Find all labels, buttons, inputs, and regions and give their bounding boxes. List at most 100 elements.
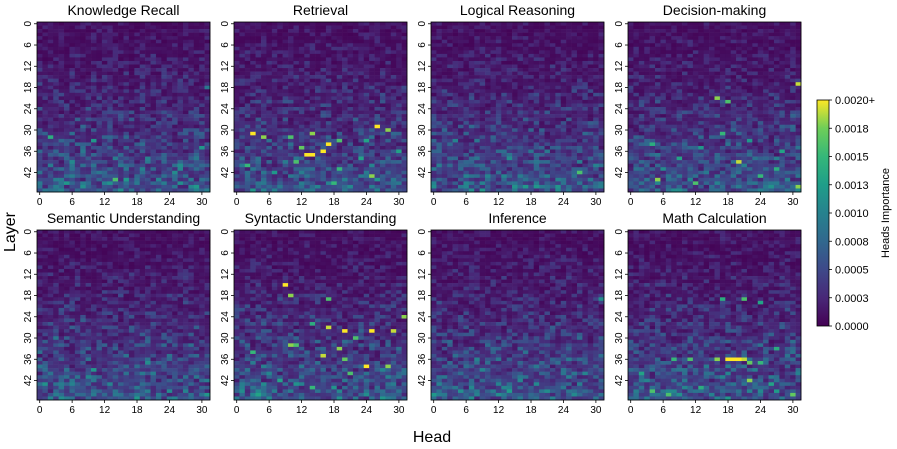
heatmap-cell <box>512 142 518 147</box>
heatmap-cell <box>74 156 81 161</box>
heatmap-cell <box>539 153 545 157</box>
heatmap-cell <box>458 167 464 172</box>
heatmap-cell <box>177 68 184 72</box>
heatmap-cell <box>172 110 178 115</box>
heatmap-cell <box>37 174 43 179</box>
heatmap-cell <box>528 46 535 51</box>
heatmap-cell <box>768 43 775 48</box>
heatmap-cell <box>638 43 645 48</box>
heatmap-cell <box>288 96 294 101</box>
heatmap-cell <box>501 85 507 90</box>
heatmap-cell <box>463 92 470 97</box>
heatmap-cell <box>69 50 76 55</box>
heatmap-cell <box>182 188 189 193</box>
heatmap-cell <box>47 60 54 65</box>
heatmap-cell <box>458 43 464 48</box>
heatmap-cell <box>555 160 562 164</box>
heatmap-cell <box>779 36 786 41</box>
heatmap-cell <box>593 135 599 140</box>
heatmap-cell <box>463 89 470 94</box>
heatmap-cell <box>309 117 316 122</box>
heatmap-cell <box>506 75 513 79</box>
heatmap-cell <box>485 184 491 189</box>
heatmap-cell <box>566 89 572 94</box>
heatmap-cell <box>374 103 381 108</box>
heatmap-cell <box>539 121 545 126</box>
heatmap-cell <box>161 60 168 65</box>
heatmap-cell <box>244 184 251 189</box>
heatmap-cell <box>773 50 780 55</box>
heatmap-cell <box>665 22 672 26</box>
heatmap-cell <box>47 82 54 87</box>
heatmap-cell <box>107 174 113 179</box>
heatmap-cell <box>304 138 310 143</box>
heatmap-cell <box>166 142 173 147</box>
heatmap-cell <box>582 145 589 150</box>
heatmap-cell <box>250 57 256 62</box>
heatmap-cell <box>544 163 551 168</box>
heatmap-cell <box>506 96 513 101</box>
heatmap-cell <box>396 184 402 189</box>
heatmap-cell <box>74 149 81 154</box>
heatmap-cell <box>277 153 283 157</box>
heatmap-cell <box>544 107 551 111</box>
heatmap-cell <box>633 22 640 26</box>
heatmap-cell <box>441 103 448 108</box>
heatmap-cell <box>582 39 589 44</box>
heatmap-cell <box>80 174 86 179</box>
heatmap-cell <box>177 124 184 129</box>
heatmap-cell <box>244 32 251 37</box>
heatmap-cell <box>539 68 545 72</box>
heatmap-cell <box>431 53 437 58</box>
heatmap-cell <box>320 85 327 90</box>
heatmap-cell <box>58 160 65 164</box>
heatmap-cell <box>379 121 386 126</box>
heatmap-cell <box>234 156 240 161</box>
heatmap-cell <box>436 96 443 101</box>
heatmap-cell <box>234 117 240 122</box>
heatmap-cell <box>266 114 273 118</box>
heatmap-cell <box>244 138 251 143</box>
heatmap-cell <box>266 156 273 161</box>
heatmap-cell <box>458 32 464 37</box>
heatmap-cell <box>150 22 157 26</box>
heatmap-cell <box>53 114 59 118</box>
heatmap-cell <box>42 50 49 55</box>
heatmap-cell <box>315 124 321 129</box>
heatmap-cell <box>342 22 348 26</box>
heatmap-cell <box>374 32 381 37</box>
heatmap-cell <box>490 82 497 87</box>
heatmap-cell <box>374 107 381 111</box>
heatmap-cell <box>288 99 294 104</box>
heatmap-cell <box>112 160 119 164</box>
heatmap-cell <box>582 53 589 58</box>
heatmap-cell <box>261 117 267 122</box>
heatmap-cell <box>363 188 370 193</box>
heatmap-cell <box>474 110 480 115</box>
heatmap-cell <box>320 99 327 104</box>
heatmap-cell <box>80 117 86 122</box>
heatmap-cell <box>288 25 294 30</box>
heatmap-cell <box>385 46 392 51</box>
heatmap-cell <box>549 160 556 164</box>
heatmap-cell <box>193 103 200 108</box>
heatmap-cell <box>80 160 86 164</box>
heatmap-cell <box>379 135 386 140</box>
heatmap-cell <box>555 46 562 51</box>
heatmap-cell <box>490 156 497 161</box>
heatmap-cell <box>544 29 551 33</box>
heatmap-cell <box>199 50 205 55</box>
heatmap-cell <box>91 68 97 72</box>
heatmap-cell <box>139 82 146 87</box>
heatmap-cell <box>304 32 310 37</box>
heatmap-cell <box>539 124 545 129</box>
heatmap-cell <box>172 142 178 147</box>
heatmap-cell <box>506 46 513 51</box>
heatmap-cell <box>593 68 599 72</box>
heatmap-cell <box>628 50 634 55</box>
heatmap-cell <box>199 99 205 104</box>
heatmap-cell <box>193 142 200 147</box>
heatmap-cell <box>58 163 65 168</box>
heatmap-cell <box>390 75 397 79</box>
heatmap-cell <box>261 53 267 58</box>
